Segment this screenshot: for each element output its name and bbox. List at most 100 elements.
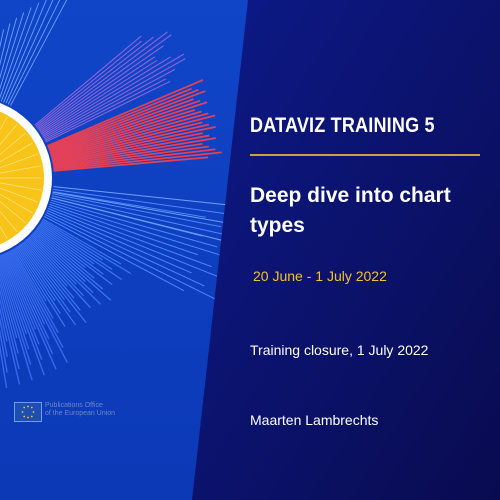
ray-5-4 (7, 251, 46, 325)
ray-1-5 (39, 45, 164, 132)
ray-2-12 (51, 123, 210, 161)
ray-2-3 (48, 90, 206, 151)
ray-4-26 (16, 246, 61, 314)
hub-line-34 (0, 153, 38, 169)
closure-line: Training closure, 1 July 2022 (250, 342, 429, 358)
hub-line-31 (0, 124, 18, 146)
ray-4-14 (30, 235, 102, 305)
ray-4-10 (34, 230, 104, 290)
ray-2-16 (52, 137, 216, 166)
ray-0-6 (3, 0, 47, 103)
ray-5-13 (0, 260, 30, 350)
ray-2-8 (50, 110, 202, 157)
ray-5-23 (0, 343, 8, 389)
ray-4-24 (18, 244, 77, 326)
ray-2-9 (50, 112, 209, 158)
ray-2-21 (53, 156, 209, 172)
ray-4-7 (36, 227, 113, 286)
ray-0-9 (10, 0, 68, 106)
ray-2-1 (47, 87, 192, 148)
ray-4-16 (27, 237, 84, 297)
ray-2-4 (48, 98, 194, 152)
ray-1-10 (43, 58, 186, 139)
logo-text: Publications Office of the European Unio… (45, 402, 115, 418)
ray-1-2 (36, 36, 154, 129)
ray-3-2 (52, 193, 222, 228)
ray-5-20 (0, 305, 8, 342)
ray-4-2 (41, 221, 103, 261)
hub-line-2 (0, 187, 38, 203)
hub-line-5 (0, 210, 18, 232)
ray-2-13 (52, 125, 216, 163)
slide-title: Deep dive into chart types (250, 184, 451, 237)
ray-1-7 (40, 59, 158, 135)
ray-3-10 (47, 210, 192, 274)
ray-4-18 (25, 239, 68, 287)
ray-2-19 (53, 148, 216, 170)
ray-0-4 (0, 7, 32, 99)
ray-0-8 (7, 0, 61, 105)
ray-5-10 (0, 254, 43, 360)
ray-5-2 (10, 249, 64, 348)
ray-1-4 (38, 34, 172, 131)
ray-2-11 (51, 121, 203, 160)
ray-4-20 (23, 241, 81, 311)
ray-4-21 (22, 242, 87, 324)
ray-3-3 (51, 195, 237, 238)
logo-line-1: Publications Office (45, 402, 103, 409)
ray-3-9 (47, 208, 225, 280)
ray-5-3 (8, 250, 68, 363)
ray-2-5 (49, 99, 201, 153)
ray-5-7 (4, 252, 57, 370)
ray-5-9 (1, 253, 40, 345)
ray-2-7 (50, 109, 196, 155)
ray-1-9 (42, 53, 185, 138)
ray-4-27 (15, 247, 66, 327)
ray-5-16 (0, 275, 18, 339)
ray-3-8 (48, 205, 212, 268)
ray-2-14 (52, 132, 203, 164)
divider-rule (250, 154, 480, 156)
ray-2-20 (53, 151, 222, 171)
ray-4-22 (21, 242, 65, 301)
ray-5-22 (0, 328, 8, 373)
ray-5-8 (3, 253, 37, 330)
date-range: 20 June - 1 July 2022 (253, 268, 387, 284)
ray-1-12 (44, 78, 167, 142)
background-right-panel (192, 0, 500, 500)
ray-5-12 (0, 256, 28, 335)
ray-3-6 (50, 201, 232, 259)
ray-4-5 (38, 224, 95, 265)
radial-rays (0, 0, 323, 389)
ray-4-28 (13, 247, 47, 302)
ray-4-9 (35, 229, 95, 279)
hub-line-4 (0, 200, 26, 224)
ray-1-0 (34, 35, 142, 126)
ray-2-10 (51, 114, 216, 159)
ray-4-8 (36, 228, 86, 269)
ray-2-17 (52, 142, 203, 167)
ray-5-0 (12, 248, 54, 319)
author-name: Maarten Lambrechts (250, 412, 379, 428)
ray-5-1 (11, 249, 59, 334)
ray-3-1 (52, 191, 206, 218)
ray-3-11 (46, 212, 205, 287)
ray-2-0 (47, 79, 204, 147)
ray-4-12 (32, 232, 86, 282)
ray-5-5 (6, 251, 50, 340)
ray-3-13 (44, 216, 185, 292)
ray-4-19 (24, 240, 75, 299)
ray-0-5 (0, 2, 40, 102)
ray-2-15 (52, 134, 210, 165)
hub-line-1 (0, 182, 42, 191)
ray-4-23 (19, 243, 71, 313)
ray-0-2 (0, 17, 18, 80)
ray-0-3 (0, 12, 25, 90)
eyebrow-heading: DATAVIZ TRAINING 5 (250, 114, 435, 137)
ray-4-3 (40, 222, 113, 270)
ray-3-0 (53, 188, 240, 217)
publications-office-logo: Publications Office of the European Unio… (14, 402, 134, 430)
hub-line-33 (0, 142, 33, 163)
